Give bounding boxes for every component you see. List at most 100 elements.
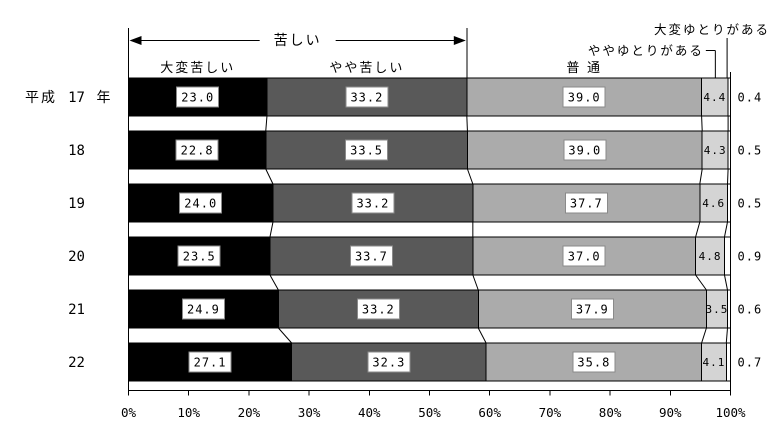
segment-connector bbox=[265, 115, 268, 132]
value-label: 3.5 bbox=[706, 303, 729, 316]
category-label: 20 bbox=[68, 249, 85, 265]
value-label-box bbox=[177, 245, 221, 267]
segment-connector bbox=[725, 327, 728, 344]
series-header-label: 大変苦しい bbox=[160, 60, 235, 75]
value-label-box bbox=[345, 139, 389, 161]
value-label: 0.5 bbox=[738, 144, 763, 158]
value-label: 37.7 bbox=[570, 197, 603, 211]
value-label: 33.2 bbox=[356, 197, 389, 211]
category-label: 21 bbox=[68, 302, 85, 318]
value-label-box bbox=[175, 139, 219, 161]
value-label: 23.5 bbox=[183, 250, 216, 264]
value-label: 37.0 bbox=[568, 250, 601, 264]
category-label: 18 bbox=[68, 143, 85, 159]
segment-connector bbox=[695, 221, 701, 238]
value-label-box bbox=[179, 192, 223, 214]
value-label: 33.5 bbox=[350, 144, 383, 158]
value-label: 39.0 bbox=[568, 144, 601, 158]
value-label: 33.2 bbox=[350, 91, 383, 105]
category-label: 19 bbox=[68, 196, 85, 212]
axis-tick-label: 20% bbox=[238, 405, 261, 420]
axis-tick-label: 90% bbox=[659, 405, 682, 420]
series-header-label: やや苦しい bbox=[329, 60, 404, 75]
value-label-box bbox=[345, 86, 389, 108]
bar-segment-ややゆとりがある bbox=[701, 130, 729, 170]
value-label-box bbox=[572, 351, 616, 373]
segment-connector bbox=[466, 115, 468, 132]
value-label: 4.8 bbox=[699, 250, 722, 263]
bar-segment-大変ゆとりがある bbox=[725, 342, 732, 382]
value-label: 0.5 bbox=[738, 197, 763, 211]
value-label: 4.6 bbox=[702, 197, 725, 210]
series-header-label: 普 通 bbox=[566, 60, 602, 75]
axis-tick-label: 40% bbox=[358, 405, 381, 420]
value-label-box bbox=[563, 139, 607, 161]
group-arrowhead-left bbox=[129, 36, 142, 45]
segment-connector bbox=[269, 221, 274, 238]
segment-connector bbox=[701, 327, 707, 344]
value-label: 24.9 bbox=[187, 303, 220, 317]
value-label-box bbox=[562, 245, 606, 267]
segment-connector bbox=[477, 327, 487, 344]
bar-segment-大変ゆとりがある bbox=[723, 236, 731, 276]
group-arrowhead-right bbox=[453, 36, 466, 45]
category-era-suffix-label: 年 bbox=[97, 89, 113, 105]
category-label: 17 bbox=[68, 90, 85, 106]
segment-connector bbox=[269, 274, 279, 291]
segment-connector bbox=[466, 168, 474, 185]
value-label: 23.0 bbox=[181, 91, 214, 105]
segment-connector bbox=[701, 115, 703, 132]
value-label: 33.7 bbox=[355, 250, 388, 264]
bar-segment-ややゆとりがある bbox=[699, 183, 728, 223]
bar-segment-ややゆとりがある bbox=[695, 236, 725, 276]
value-label: 27.1 bbox=[194, 356, 227, 370]
group-label: 苦しい bbox=[274, 32, 322, 48]
axis-tick-label: 30% bbox=[298, 405, 321, 420]
segment-connector bbox=[699, 168, 703, 185]
value-label-box bbox=[351, 192, 395, 214]
value-label-box bbox=[367, 351, 411, 373]
axis-tick-label: 70% bbox=[539, 405, 562, 420]
value-label: 33.2 bbox=[362, 303, 395, 317]
axis-tick-label: 0% bbox=[121, 405, 137, 420]
value-label: 0.9 bbox=[738, 250, 763, 264]
axis-tick-label: 60% bbox=[478, 405, 501, 420]
value-label: 4.1 bbox=[703, 356, 726, 369]
value-label-box bbox=[181, 298, 225, 320]
value-label: 0.4 bbox=[738, 91, 763, 105]
value-label: 0.6 bbox=[738, 303, 763, 317]
value-label: 39.0 bbox=[568, 91, 601, 105]
value-label-box bbox=[188, 351, 232, 373]
segment-connector bbox=[472, 274, 479, 291]
value-label: 37.9 bbox=[576, 303, 609, 317]
value-label-box bbox=[564, 192, 608, 214]
value-label: 4.4 bbox=[703, 91, 726, 104]
value-label: 22.8 bbox=[181, 144, 214, 158]
segment-connector bbox=[278, 327, 293, 344]
value-label: 32.3 bbox=[372, 356, 405, 370]
category-era-label: 平成 bbox=[25, 89, 57, 105]
value-label: 4.3 bbox=[704, 144, 727, 157]
value-label-box bbox=[562, 86, 606, 108]
series-header-label: 大変ゆとりがある bbox=[654, 22, 770, 37]
value-label: 24.0 bbox=[184, 197, 217, 211]
value-label-box bbox=[356, 298, 400, 320]
axis-tick-label: 50% bbox=[418, 405, 441, 420]
segment-connector bbox=[265, 168, 274, 185]
value-label-box bbox=[176, 86, 220, 108]
axis-tick-label: 10% bbox=[177, 405, 200, 420]
category-label: 22 bbox=[68, 355, 85, 371]
axis-tick-label: 80% bbox=[599, 405, 622, 420]
series-header-label: ややゆとりがある bbox=[588, 43, 704, 58]
axis-tick-label: 100% bbox=[715, 405, 746, 420]
value-label-box bbox=[349, 245, 393, 267]
segment-connector bbox=[695, 274, 707, 291]
segment-connector bbox=[723, 221, 728, 238]
value-label: 0.7 bbox=[738, 356, 763, 370]
segment-connector bbox=[723, 274, 728, 291]
segment-connector bbox=[726, 168, 729, 185]
value-label-box bbox=[570, 298, 614, 320]
value-label: 35.8 bbox=[577, 356, 610, 370]
